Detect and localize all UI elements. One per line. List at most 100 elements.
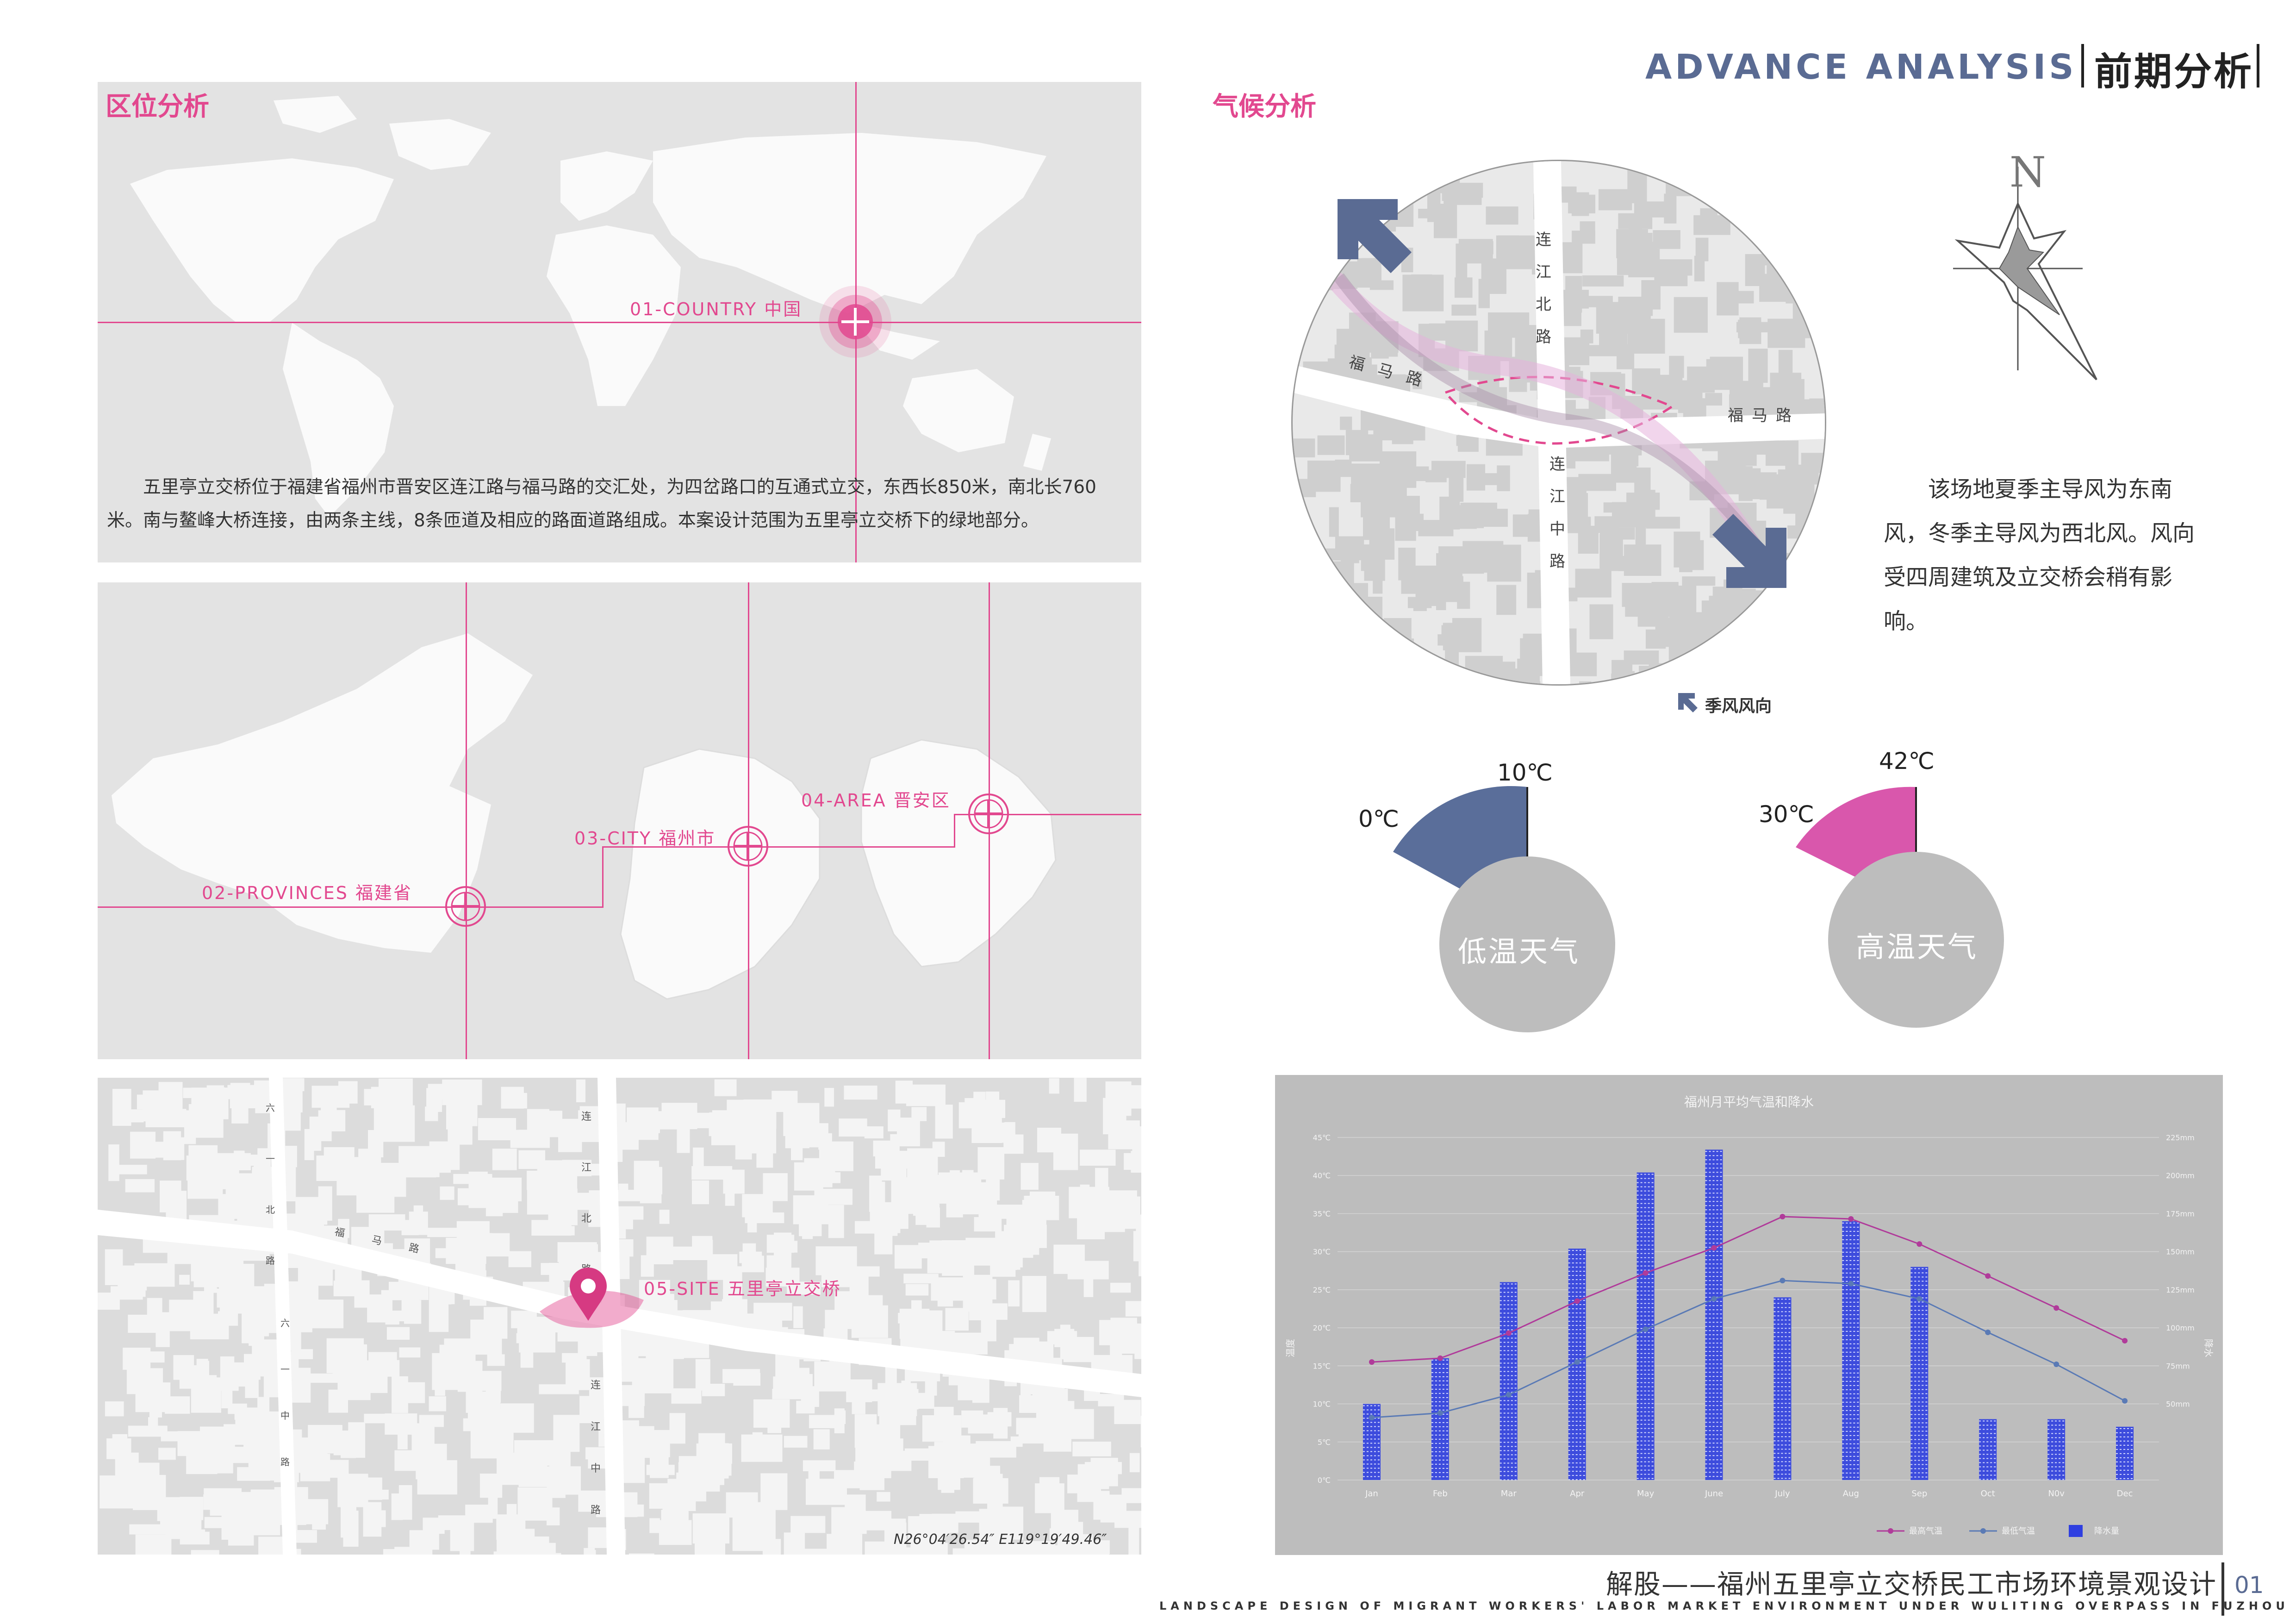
x-tick-label: Oct [1981, 1489, 1995, 1499]
y2-tick-label: 150mm [2166, 1248, 2195, 1256]
x-tick-label: May [1637, 1489, 1655, 1499]
header-divider-right [2257, 44, 2259, 87]
cold-max: 10℃ [1497, 759, 1553, 786]
site-label: 05-SITE 五里亭立交桥 [644, 1279, 841, 1299]
hot-min: 30℃ [1759, 801, 1814, 828]
monsoon-legend-label: 季风风向 [1705, 697, 1772, 716]
cold-temp-gauge [1393, 786, 1615, 1032]
china-map-shape [112, 633, 533, 953]
temp-point [1780, 1278, 1786, 1284]
y2-tick-label: 200mm [2166, 1171, 2195, 1180]
area-connector-v [954, 814, 955, 848]
grid-vline-1 [466, 582, 467, 1059]
x-tick-label: Aug [1843, 1489, 1859, 1499]
temp-point [1985, 1273, 1991, 1279]
location-description: 五里亭立交桥位于福建省福州市晋安区连江路与福马路的交汇处，为四岔路口的互通式立交… [107, 477, 1096, 531]
temp-point [1711, 1296, 1717, 1302]
y-axis-label: 温度 [1285, 1339, 1296, 1357]
x-tick-label: Sep [1911, 1489, 1927, 1499]
nw-wind-arrow-icon [1338, 199, 1412, 273]
y2-tick-label: 75mm [2166, 1362, 2190, 1370]
temp-point [1916, 1296, 1923, 1302]
precip-bar [1773, 1297, 1792, 1480]
country-label: 01-COUNTRY 中国 [630, 299, 803, 319]
temp-point [1506, 1330, 1512, 1336]
y2-tick-label: 125mm [2166, 1286, 2195, 1294]
road-label-fuma-east: 福马路 [1728, 406, 1800, 425]
legend-label: 最低气温 [2002, 1526, 2035, 1536]
header-title-en: ADVANCE ANALYSIS [1645, 47, 2077, 87]
y-tick-label: 45℃ [1313, 1133, 1331, 1142]
y2-tick-label: 225mm [2166, 1133, 2195, 1142]
y-tick-label: 0℃ [1318, 1476, 1331, 1485]
country-target-icon [819, 286, 891, 358]
y2-tick-label: 50mm [2166, 1400, 2190, 1409]
x-tick-label: Feb [1433, 1489, 1448, 1499]
street-label-liuyi-north: 六一北路 [266, 1102, 275, 1266]
y-tick-label: 25℃ [1313, 1286, 1331, 1294]
temp-point [1848, 1216, 1854, 1222]
temp-point [1369, 1415, 1375, 1421]
wind-circle-map: 连江北路 福马路 福马路 连江中路 [1291, 160, 1826, 686]
site-coords: N26°04′26.54″ E119°19′49.46″ [894, 1531, 1107, 1548]
temp-point [1437, 1355, 1443, 1361]
city-hline [602, 846, 954, 848]
province-hline [98, 906, 602, 908]
x-tick-label: Jan [1365, 1489, 1378, 1499]
temp-point [1574, 1359, 1580, 1365]
y-tick-label: 20℃ [1313, 1324, 1331, 1332]
climate-title: 气候分析 [1213, 92, 1316, 122]
city-label: 03-CITY 福州市 [574, 828, 716, 849]
street-label-lianjiang-north: 连江北路 [581, 1111, 592, 1275]
temp-point [1369, 1359, 1375, 1365]
city-target-icon [728, 826, 768, 867]
location-pin-icon [570, 1268, 607, 1321]
site-street-map [98, 1078, 1141, 1555]
legend-point [1888, 1528, 1893, 1534]
temp-point [1574, 1298, 1580, 1304]
region-maps [112, 633, 1057, 1000]
temp-point [2122, 1398, 2128, 1404]
temp-point [1985, 1329, 1991, 1335]
street-label-lianjiang-mid: 连江中路 [591, 1380, 601, 1516]
hot-max: 42℃ [1879, 748, 1935, 775]
province-target-icon [445, 886, 486, 927]
temp-point [1780, 1214, 1786, 1220]
monsoon-legend-icon [1678, 693, 1698, 712]
precip-bar [1500, 1282, 1518, 1480]
temp-point [1916, 1241, 1923, 1247]
climate-chart-panel: 福州月平均气温和降水 温度 降水 0℃ 5℃ 10℃ 15℃ 20℃ 25℃ 30℃ 35℃ 4… [1275, 1075, 2223, 1555]
road-label-lianjiang-mid: 连江中路 [1549, 455, 1565, 571]
legend-point [1980, 1528, 1986, 1534]
footer-title-cn: 解股——福州五里亭立交桥民工市场环境景观设计 [1606, 1568, 2217, 1600]
temp-point [2122, 1338, 2128, 1344]
header-divider-left [2081, 44, 2084, 87]
x-tick-label: June [1705, 1489, 1723, 1499]
precip-bar [1842, 1221, 1860, 1480]
temp-point [2053, 1305, 2060, 1311]
x-tick-label: N0v [2048, 1489, 2065, 1499]
wind-rose [1953, 167, 2097, 381]
y-tick-label: 35℃ [1313, 1209, 1331, 1218]
temp-line [1371, 1216, 2125, 1363]
x-tick-label: Apr [1570, 1489, 1585, 1499]
province-label: 02-PROVINCES 福建省 [202, 883, 412, 903]
footer-page-number: 01 [2234, 1572, 2264, 1599]
legend-label: 最高气温 [1909, 1526, 1942, 1536]
grid-vline-2 [748, 582, 749, 1059]
chart-title: 福州月平均气温和降水 [1684, 1094, 1814, 1110]
cold-min: 0℃ [1358, 806, 1399, 832]
y2-tick-label: 175mm [2166, 1209, 2195, 1218]
y2-axis-label: 降水 [2203, 1339, 2214, 1357]
area-hline [954, 814, 1141, 815]
temp-point [1643, 1326, 1649, 1332]
fujian-map-shape [620, 748, 821, 1000]
climate-chart: 福州月平均气温和降水 温度 降水 0℃ 5℃ 10℃ 15℃ 20℃ 25℃ 30℃ 35℃ 4… [1285, 1094, 2214, 1537]
temp-point [2053, 1362, 2060, 1368]
road-label-lianjiang-north: 连江北路 [1536, 231, 1551, 346]
precip-bar [1705, 1149, 1723, 1480]
temp-point [1643, 1270, 1649, 1276]
header-title-cn: 前期分析 [2094, 50, 2254, 94]
world-map [130, 96, 1051, 517]
y-tick-label: 10℃ [1313, 1400, 1331, 1409]
